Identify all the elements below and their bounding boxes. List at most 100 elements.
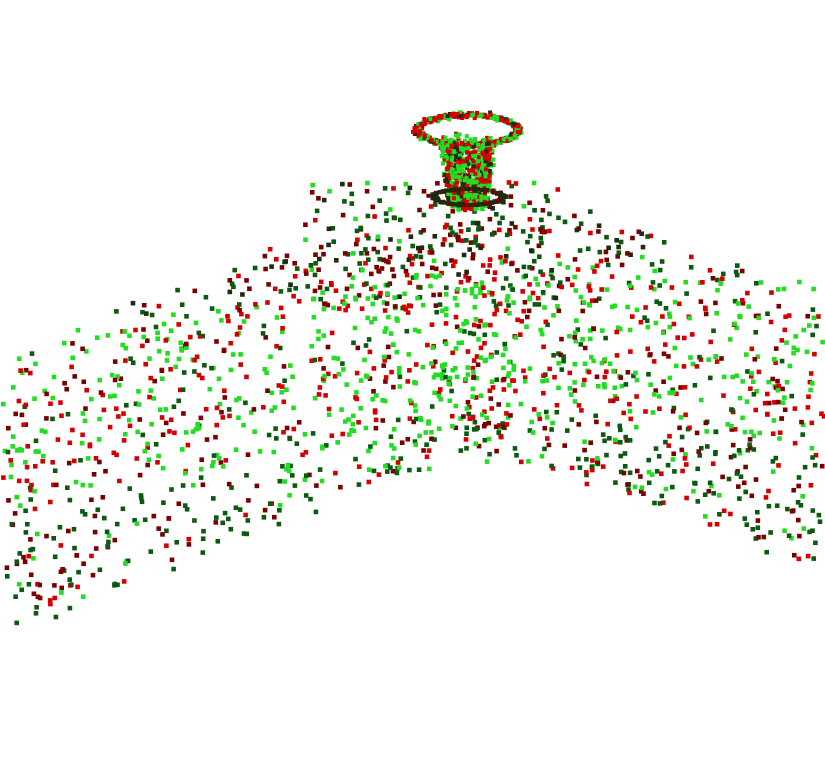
point <box>365 315 370 321</box>
point <box>353 295 358 301</box>
point <box>458 110 462 115</box>
point <box>529 248 534 253</box>
point <box>547 366 552 372</box>
point <box>244 473 249 478</box>
point <box>155 330 160 336</box>
point <box>398 456 404 461</box>
point <box>104 529 110 535</box>
point <box>806 394 811 399</box>
point <box>230 352 236 357</box>
point <box>540 378 545 384</box>
ground-point-cloud <box>1 173 825 626</box>
point <box>454 174 459 179</box>
point <box>789 509 795 514</box>
point <box>446 162 451 166</box>
point <box>542 446 547 452</box>
point <box>71 526 77 532</box>
point <box>244 278 249 283</box>
point <box>473 171 478 176</box>
point <box>310 431 316 436</box>
point <box>236 273 241 279</box>
point <box>207 386 213 392</box>
point <box>773 385 779 391</box>
point <box>448 151 453 156</box>
point <box>419 245 425 250</box>
point <box>657 283 662 288</box>
point <box>329 282 334 288</box>
point <box>26 582 32 587</box>
point <box>288 363 293 368</box>
point <box>559 284 564 290</box>
point <box>184 507 190 512</box>
point <box>471 170 476 175</box>
point <box>791 487 796 493</box>
point <box>450 155 455 160</box>
point <box>595 456 600 461</box>
point <box>466 275 472 281</box>
point <box>568 392 574 397</box>
point <box>474 426 479 432</box>
point <box>735 301 741 306</box>
point <box>631 373 636 379</box>
point <box>467 174 471 179</box>
point <box>476 159 481 164</box>
point <box>313 252 318 257</box>
point <box>245 518 251 523</box>
point <box>544 378 549 383</box>
point <box>274 343 279 349</box>
point <box>388 237 393 242</box>
point <box>464 320 470 325</box>
point <box>741 480 747 486</box>
point <box>461 159 466 164</box>
point <box>412 439 418 444</box>
point <box>488 112 493 117</box>
point <box>450 423 455 429</box>
point <box>796 475 802 480</box>
point <box>403 181 409 187</box>
point <box>523 273 528 279</box>
point <box>448 225 453 231</box>
point <box>237 302 242 307</box>
point <box>461 143 465 148</box>
point <box>379 266 385 271</box>
point <box>127 423 133 429</box>
point <box>356 293 362 298</box>
point <box>160 532 165 537</box>
point <box>507 231 513 236</box>
point <box>246 498 251 503</box>
point <box>586 284 592 289</box>
point <box>366 467 372 472</box>
point <box>174 540 179 545</box>
point <box>80 346 85 352</box>
point <box>375 236 381 242</box>
point <box>94 335 100 340</box>
point <box>17 551 22 556</box>
point <box>782 528 787 533</box>
point <box>437 426 442 431</box>
point <box>602 438 607 444</box>
point <box>490 148 495 153</box>
point <box>342 199 347 204</box>
point <box>421 189 427 194</box>
point <box>318 296 323 302</box>
point <box>321 197 327 203</box>
point <box>483 167 488 172</box>
point <box>345 303 351 309</box>
point <box>459 145 463 150</box>
point <box>779 358 785 364</box>
point <box>591 326 596 332</box>
point <box>341 367 346 372</box>
point <box>532 258 537 264</box>
point <box>425 133 430 138</box>
point <box>737 313 742 319</box>
point <box>773 346 779 351</box>
point <box>678 385 683 390</box>
point <box>448 242 454 248</box>
point <box>590 265 596 270</box>
point <box>698 299 704 304</box>
point <box>436 372 442 378</box>
point <box>707 522 713 527</box>
point <box>618 440 623 445</box>
